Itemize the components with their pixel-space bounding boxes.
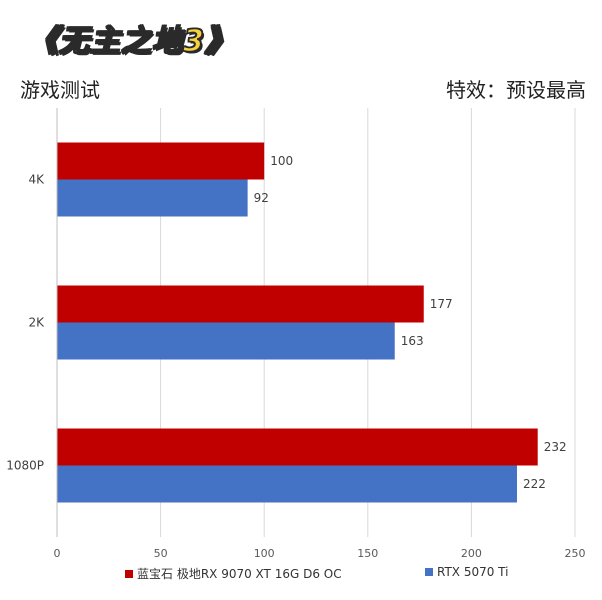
data-label: 177 bbox=[430, 297, 453, 311]
bar bbox=[57, 322, 395, 360]
x-tick-label: 100 bbox=[254, 547, 275, 560]
category-label: 4K bbox=[28, 173, 45, 187]
bar-chart: 0 50 100 150 200 250 4K 100 92 2K 177 163 1080P 232 22… bbox=[6, 108, 586, 560]
x-tick-label: 200 bbox=[461, 547, 482, 560]
legend-item-series-1: 蓝宝石 极地RX 9070 XT 16G D6 OC bbox=[125, 565, 342, 582]
settings-label: 特效：预设最高 bbox=[446, 78, 586, 102]
category-label: 1080P bbox=[6, 459, 44, 473]
game-title: 《无主之地3》 bbox=[27, 23, 236, 60]
category-label: 2K bbox=[28, 316, 45, 330]
data-label: 222 bbox=[523, 477, 546, 491]
x-tick-label: 150 bbox=[357, 547, 378, 560]
data-label: 163 bbox=[401, 334, 424, 348]
bar bbox=[57, 285, 424, 323]
x-tick-label: 50 bbox=[154, 547, 168, 560]
bar bbox=[57, 179, 248, 217]
legend-item-series-2: RTX 5070 Ti bbox=[425, 565, 508, 579]
data-label: 100 bbox=[270, 154, 293, 168]
data-label: 232 bbox=[544, 440, 567, 454]
legend-swatch-series-2 bbox=[425, 568, 433, 576]
test-label: 游戏测试 bbox=[20, 78, 100, 102]
x-tick-label: 0 bbox=[54, 547, 61, 560]
bar bbox=[57, 142, 265, 180]
data-label: 92 bbox=[254, 191, 269, 205]
bar bbox=[57, 465, 517, 503]
legend-label-series-2: RTX 5070 Ti bbox=[437, 565, 509, 579]
legend-label-series-1: 蓝宝石 极地RX 9070 XT 16G D6 OC bbox=[137, 567, 342, 581]
legend-swatch-series-1 bbox=[125, 569, 133, 578]
bar bbox=[57, 428, 538, 466]
x-tick-label: 250 bbox=[565, 547, 586, 560]
